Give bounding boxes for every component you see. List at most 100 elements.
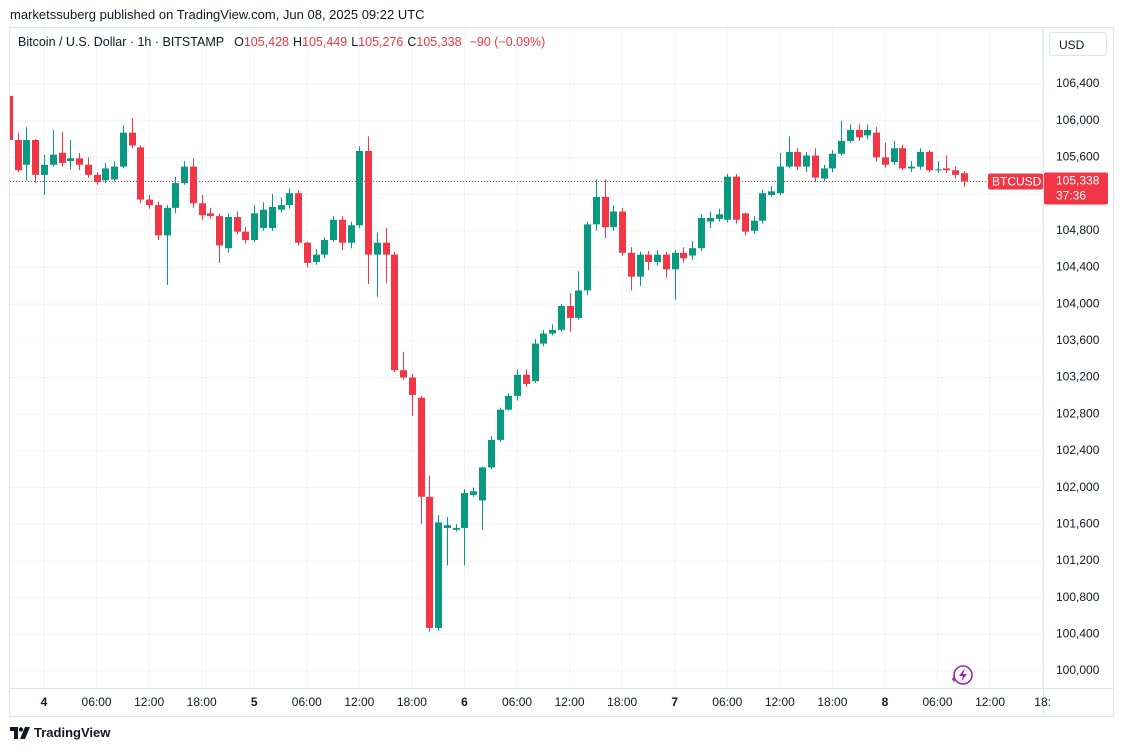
x-tick-label: 18: xyxy=(1034,695,1051,709)
candle-body xyxy=(829,153,836,169)
candle-body xyxy=(155,205,162,236)
candle-body xyxy=(917,151,924,167)
countdown: 37:36 xyxy=(1056,189,1086,203)
candle-body xyxy=(23,139,30,165)
candle-body xyxy=(234,217,241,232)
candles xyxy=(10,95,968,632)
ohlc-legend: O 105,428 H 105,449 L 105,276 C 105,338 xyxy=(234,35,466,49)
candle-body xyxy=(409,377,416,395)
candle-body xyxy=(532,343,539,382)
x-tick-label: 12:00 xyxy=(555,695,585,709)
candle-body xyxy=(619,211,626,253)
candle-body xyxy=(41,164,48,175)
footer-brand: TradingView xyxy=(34,725,111,740)
y-tick-label: 104,000 xyxy=(1056,296,1100,310)
candle-body xyxy=(759,193,766,221)
x-tick-label: 6 xyxy=(461,695,468,709)
symbol-title: Bitcoin / U.S. Dollar · 1h · BITSTAMP xyxy=(18,35,225,49)
candle-body xyxy=(94,174,101,183)
chart-frame xyxy=(9,27,1114,717)
candle-body xyxy=(435,522,442,628)
candle-body xyxy=(120,132,127,167)
candle-body xyxy=(426,496,433,628)
candle-body xyxy=(856,129,863,138)
candle-body xyxy=(242,231,249,240)
candle-body xyxy=(339,219,346,243)
candle-body xyxy=(733,176,740,220)
y-tick-label: 100,800 xyxy=(1056,590,1100,604)
ohlc-value: 105,338 xyxy=(416,35,462,49)
candle-body xyxy=(610,211,617,228)
y-tick-label: 106,000 xyxy=(1056,113,1100,127)
y-tick-label: 100,000 xyxy=(1056,663,1100,677)
x-tick-label: 06:00 xyxy=(502,695,532,709)
candle-body xyxy=(207,213,214,217)
tradingview-logo xyxy=(10,726,30,739)
candle-body xyxy=(663,254,670,270)
candle-body xyxy=(899,148,906,169)
footer: TradingView xyxy=(10,725,110,740)
y-tick-label: 102,400 xyxy=(1056,443,1100,457)
candle-body xyxy=(768,191,775,196)
candle-body xyxy=(698,217,705,249)
candle-body xyxy=(225,217,232,249)
lightning-icon[interactable] xyxy=(952,665,973,685)
candle-body xyxy=(453,527,460,530)
candle-body xyxy=(882,157,889,165)
y-tick-label: 103,200 xyxy=(1056,370,1100,384)
candle-body xyxy=(321,239,328,255)
x-tick-label: 06:00 xyxy=(712,695,742,709)
candle-body xyxy=(365,150,372,255)
candle-body xyxy=(251,213,258,240)
candle-body xyxy=(961,173,968,182)
candle-body xyxy=(260,209,267,229)
y-tick-label: 104,800 xyxy=(1056,223,1100,237)
candle-body xyxy=(567,305,574,318)
candle-body xyxy=(724,176,731,220)
y-tick-label: 102,000 xyxy=(1056,480,1100,494)
candle-body xyxy=(348,225,355,243)
candle-body xyxy=(558,305,565,330)
candle-body xyxy=(67,158,74,162)
candle-body xyxy=(873,132,880,158)
candle-body xyxy=(680,252,687,259)
candle-body xyxy=(488,439,495,468)
ohlc-key: L xyxy=(351,35,359,49)
candle-body xyxy=(190,166,197,204)
candle-body xyxy=(943,168,950,171)
candle-body xyxy=(172,183,179,208)
ohlc-value: 105,449 xyxy=(302,35,348,49)
candle-body xyxy=(111,166,118,180)
x-tick-label: 18:00 xyxy=(817,695,847,709)
candle-body xyxy=(304,242,311,263)
candle-body xyxy=(199,203,206,216)
candle-body xyxy=(891,148,898,162)
symbol-tag-bg xyxy=(988,173,1043,190)
candle-body xyxy=(540,333,547,344)
currency-button[interactable]: USD xyxy=(1049,32,1107,56)
candle-body xyxy=(926,151,933,171)
x-tick-label: 18:00 xyxy=(607,695,637,709)
candle-body xyxy=(15,139,22,171)
candle-body xyxy=(628,252,635,277)
candle-body xyxy=(672,252,679,270)
candle-body xyxy=(146,199,153,206)
ohlc-key: H xyxy=(293,35,303,49)
candle-body xyxy=(821,168,828,179)
y-tick-label: 101,200 xyxy=(1056,553,1100,567)
axes: 100,000 100,400 100,800 101,200 101,600 102,0… xyxy=(10,76,1108,709)
candle-body xyxy=(164,207,171,236)
x-tick-label: 8 xyxy=(882,695,889,709)
candle-body xyxy=(645,254,652,262)
x-tick-label: 4 xyxy=(41,695,48,709)
ohlc-value: 105,428 xyxy=(243,35,289,49)
candle-body xyxy=(847,129,854,141)
x-tick-label: 7 xyxy=(671,695,678,709)
candle-body xyxy=(374,242,381,255)
ohlc-key: O xyxy=(234,35,244,49)
candle-body xyxy=(523,374,530,384)
candle-body xyxy=(286,193,293,206)
x-tick-label: 5 xyxy=(251,695,258,709)
